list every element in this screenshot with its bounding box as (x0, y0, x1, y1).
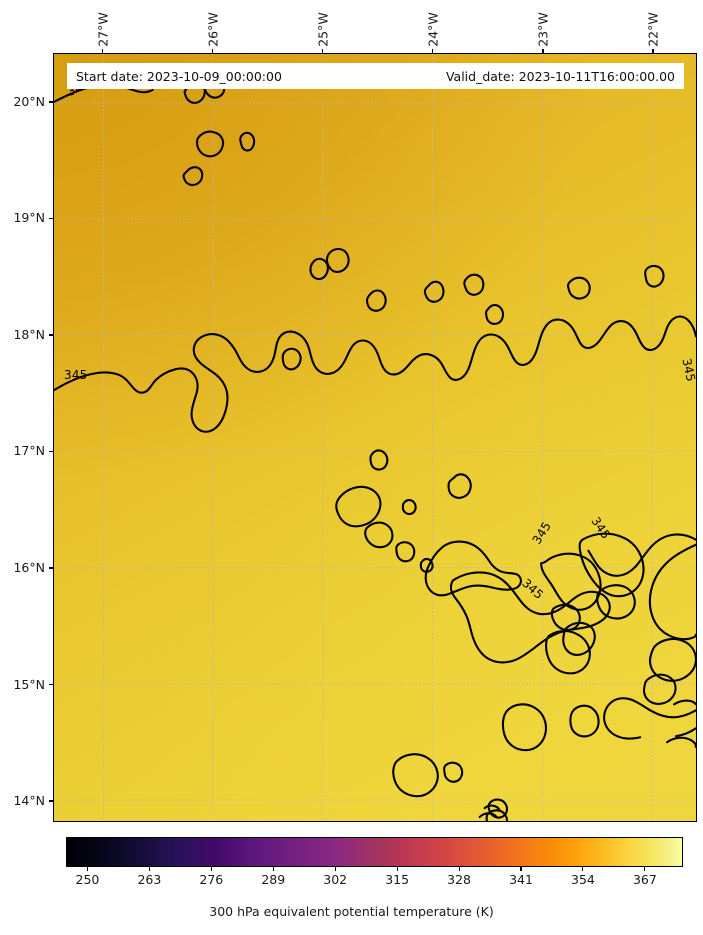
colorbar-tick-label: 302 (323, 872, 348, 887)
colorbar-tick-label: 367 (632, 872, 657, 887)
latitude-tick-label: 20°N (13, 93, 45, 109)
longitude-tickmark (322, 49, 324, 53)
longitude-tickmark (101, 49, 104, 53)
contour-label: 345 (64, 367, 88, 382)
colorbar-tickmark (148, 867, 150, 871)
colorbar-tick-label: 276 (199, 872, 224, 887)
longitude-tick-label: 22°W (645, 12, 661, 47)
colorbar-tickmark (272, 867, 274, 871)
longitude-tickmark (542, 49, 544, 53)
colorbar-tick-label: 341 (509, 872, 533, 887)
latitude-tickmark (49, 101, 53, 103)
valid-date-text: Valid_date: 2023-10-11T16:00:00.00 (445, 68, 675, 84)
latitude-tick-label: 19°N (13, 210, 45, 226)
map-axes[interactable]: Start date: 2023-10-09_00:00:00 Valid_da… (53, 53, 697, 822)
start-date-text: Start date: 2023-10-09_00:00:00 (76, 68, 282, 84)
info-banner: Start date: 2023-10-09_00:00:00 Valid_da… (67, 63, 684, 89)
longitude-tickmark (652, 49, 654, 53)
latitude-tickmark (49, 334, 53, 336)
longitude-tick-label: 23°W (535, 12, 551, 47)
colorbar-tickmark (582, 867, 584, 871)
colorbar-tick-label: 328 (447, 872, 471, 887)
colorbar-tickmark (334, 867, 336, 871)
colorbar-tickmark (210, 867, 212, 871)
latitude-tick-label: 18°N (13, 326, 45, 342)
colorbar-tick-label: 289 (261, 872, 286, 887)
latitude-tick-label: 14°N (13, 793, 45, 809)
contour-lines (54, 79, 696, 821)
longitude-tickmark (432, 49, 434, 53)
colorbar-tickmark (520, 867, 522, 871)
colorbar-tick-label: 263 (137, 872, 162, 887)
latitude-tickmark (49, 800, 53, 802)
latitude-tickmark (49, 567, 53, 569)
colorbar-tick-label: 315 (385, 872, 410, 887)
colorbar-title: 300 hPa equivalent potential temperature… (209, 904, 494, 919)
latitude-tick-label: 15°N (13, 676, 45, 692)
longitude-tick-label: 26°W (205, 12, 221, 47)
latitude-tickmark (49, 683, 53, 686)
latitude-tick-label: 17°N (13, 443, 45, 459)
colorbar-tick-label: 250 (75, 872, 100, 887)
longitude-tick-label: 25°W (315, 12, 331, 47)
longitude-tickmark (211, 49, 214, 53)
longitude-tick-label: 27°W (95, 12, 111, 47)
map-overlay-svg (54, 54, 696, 821)
latitude-tickmark (49, 450, 53, 453)
colorbar-tickmark (644, 867, 646, 871)
gridlines (54, 54, 696, 821)
latitude-tick-label: 16°N (13, 559, 45, 575)
longitude-tick-label: 24°W (425, 12, 441, 47)
colorbar-tickmark (396, 867, 398, 871)
colorbar-tickmark (458, 867, 460, 871)
colorbar-tick-label: 354 (571, 872, 595, 887)
latitude-tickmark (49, 217, 53, 220)
equivalent-potential-temperature-field (54, 54, 696, 821)
colorbar-tickmark (86, 867, 88, 871)
colorbar[interactable] (66, 837, 683, 867)
